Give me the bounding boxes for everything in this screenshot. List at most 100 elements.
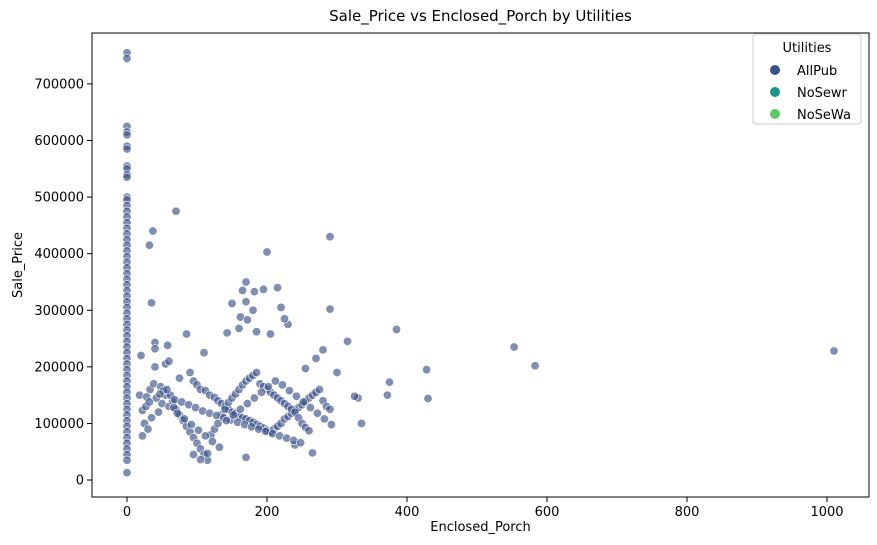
data-point (342, 336, 352, 346)
data-point (252, 368, 262, 378)
y-tick-label: 0 (76, 474, 84, 489)
data-point (179, 414, 189, 424)
plot-border (91, 32, 870, 498)
data-point (228, 410, 238, 420)
data-point (150, 344, 160, 354)
data-point (263, 382, 273, 392)
data-point (137, 431, 147, 441)
data-point (207, 437, 217, 447)
data-point (319, 414, 329, 424)
data-point (326, 420, 336, 430)
plot-frame (91, 32, 870, 498)
legend-label: AllPub (797, 64, 837, 79)
data-point (325, 304, 335, 314)
data-point (382, 390, 392, 400)
data-point (242, 315, 252, 325)
data-point (238, 285, 248, 295)
y-tick-label: 300000 (34, 304, 84, 319)
data-point (262, 247, 272, 257)
data-point (272, 283, 282, 293)
legend-label: NoSeWa (797, 108, 851, 123)
data-point (298, 397, 308, 407)
data-point (193, 425, 203, 435)
data-point (164, 356, 174, 366)
data-point (122, 53, 132, 63)
data-point (122, 144, 132, 154)
data-point (423, 394, 433, 404)
data-point (530, 361, 540, 371)
legend-marker (770, 65, 780, 75)
data-point (136, 351, 146, 361)
data-point (258, 284, 268, 294)
chart-title: Sale_Price vs Enclosed_Porch by Utilitie… (329, 7, 632, 26)
data-point (122, 130, 132, 140)
x-axis-label: Enclosed_Porch (430, 520, 530, 535)
legend-title: Utilities (783, 41, 832, 56)
data-point (222, 328, 232, 338)
data-point (296, 438, 306, 448)
data-point (199, 348, 209, 358)
x-tick-label: 800 (675, 505, 700, 520)
data-point (163, 340, 173, 350)
data-point (265, 329, 275, 339)
data-point (325, 232, 335, 242)
data-point (241, 452, 251, 462)
data-point (214, 442, 224, 452)
data-point (235, 404, 245, 414)
data-point (349, 391, 359, 401)
data-point (185, 368, 195, 378)
legend-marker (770, 87, 780, 97)
y-tick-label: 400000 (34, 247, 84, 262)
data-point (307, 448, 317, 458)
legend-entries: AllPub NoSewr NoSeWa (770, 64, 851, 123)
x-ticks: 0 200 400 600 800 1000 (123, 497, 844, 520)
data-point (242, 399, 252, 409)
legend-marker (770, 109, 780, 119)
y-tick-label: 200000 (34, 360, 84, 375)
data-point (422, 365, 432, 375)
data-point (189, 450, 199, 460)
y-tick-label: 100000 (34, 417, 84, 432)
data-point (279, 314, 289, 324)
data-point (312, 408, 322, 418)
data-point (332, 368, 342, 378)
x-tick-label: 600 (535, 505, 560, 520)
x-tick-label: 200 (255, 505, 280, 520)
data-point (221, 416, 231, 426)
data-point (304, 426, 314, 436)
data-point (162, 384, 172, 394)
y-tick-label: 600000 (34, 134, 84, 149)
data-point (182, 329, 192, 339)
data-point (284, 386, 294, 396)
x-tick-label: 0 (123, 505, 131, 520)
data-point (196, 455, 206, 465)
y-tick-label: 700000 (34, 77, 84, 92)
data-point (186, 420, 196, 430)
data-point (384, 377, 394, 387)
data-point (171, 206, 181, 216)
data-point (277, 380, 287, 390)
points-layer (122, 48, 839, 478)
data-point (305, 403, 315, 413)
data-point (249, 393, 259, 403)
y-ticks: 0 100000 200000 300000 400000 500000 600000 700… (34, 77, 92, 489)
data-point (291, 391, 301, 401)
data-point (122, 468, 132, 478)
y-axis-label: Sale_Price (11, 232, 26, 298)
data-point (147, 413, 157, 423)
data-point (270, 376, 280, 386)
data-point (234, 323, 244, 333)
data-point (829, 346, 839, 356)
legend-box (752, 33, 862, 125)
data-point (300, 364, 310, 374)
data-point (122, 455, 132, 465)
y-tick-label: 500000 (34, 191, 84, 206)
data-point (252, 327, 262, 337)
data-point (241, 277, 251, 287)
data-point (325, 404, 335, 414)
data-point (391, 325, 401, 335)
data-point (356, 418, 366, 428)
x-tick-label: 400 (395, 505, 420, 520)
